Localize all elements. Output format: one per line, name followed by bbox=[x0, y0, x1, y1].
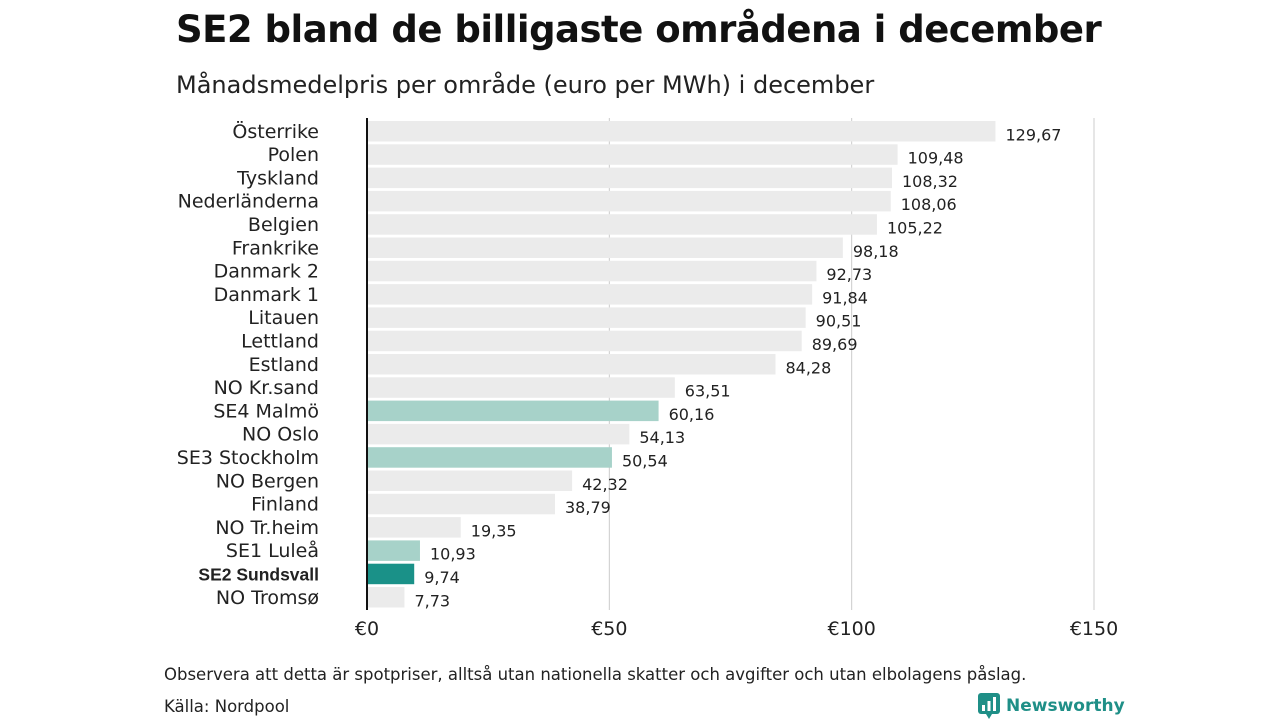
category-label: NO Tromsø bbox=[216, 587, 319, 609]
newsworthy-logo-icon bbox=[978, 693, 1000, 719]
value-label: 105,22 bbox=[887, 218, 943, 237]
category-label: Nederländerna bbox=[178, 191, 319, 213]
category-label: Litauen bbox=[248, 307, 319, 329]
bar bbox=[367, 377, 675, 398]
category-label: Estland bbox=[249, 354, 319, 376]
bar bbox=[367, 190, 891, 212]
value-label: 98,18 bbox=[853, 242, 899, 261]
category-label: Belgien bbox=[248, 214, 319, 236]
bar bbox=[367, 354, 776, 375]
category-label: SE1 Luleå bbox=[226, 539, 319, 562]
bar bbox=[367, 307, 806, 328]
newsworthy-logo-text: Newsworthy bbox=[1006, 696, 1125, 716]
x-tick-label: €50 bbox=[591, 618, 627, 640]
bar bbox=[367, 447, 612, 468]
bar bbox=[367, 284, 813, 305]
value-label: 129,67 bbox=[1005, 125, 1061, 144]
value-label: 38,79 bbox=[565, 498, 611, 517]
bar bbox=[367, 563, 415, 585]
newsworthy-logo: Newsworthy bbox=[978, 693, 1125, 719]
category-label: NO Oslo bbox=[242, 424, 319, 446]
value-label: 42,32 bbox=[582, 475, 628, 494]
category-label: Frankrike bbox=[232, 237, 319, 259]
value-label: 54,13 bbox=[639, 428, 685, 447]
x-tick-label: €150 bbox=[1070, 618, 1118, 640]
category-label: NO Bergen bbox=[216, 470, 319, 492]
category-label: Polen bbox=[268, 144, 319, 166]
bar bbox=[367, 517, 461, 538]
category-label: SE2 Sundsvall bbox=[198, 564, 319, 584]
bar bbox=[367, 214, 877, 235]
value-label: 19,35 bbox=[471, 521, 517, 540]
category-label: NO Kr.sand bbox=[214, 377, 319, 399]
bar bbox=[367, 237, 843, 258]
x-tick-label: €0 bbox=[355, 618, 379, 640]
source-note: Källa: Nordpool bbox=[164, 697, 290, 716]
value-label: 90,51 bbox=[816, 312, 862, 331]
bar bbox=[367, 423, 630, 445]
bar bbox=[367, 144, 898, 165]
value-label: 108,32 bbox=[902, 172, 958, 191]
value-label: 50,54 bbox=[622, 451, 668, 470]
category-label: Danmark 2 bbox=[214, 261, 319, 283]
value-label: 9,74 bbox=[424, 568, 460, 587]
chart-subtitle: Månadsmedelpris per område (euro per MWh… bbox=[176, 71, 875, 99]
value-label: 91,84 bbox=[822, 288, 868, 307]
bar bbox=[367, 540, 420, 561]
value-label: 10,93 bbox=[430, 545, 476, 564]
bar bbox=[367, 400, 659, 422]
value-label: 7,73 bbox=[414, 591, 450, 610]
value-label: 89,69 bbox=[812, 335, 858, 354]
category-label: Danmark 1 bbox=[214, 284, 319, 306]
footnote: Observera att detta är spotpriser, allts… bbox=[164, 665, 1027, 684]
chart-title: SE2 bland de billigaste områdena i decem… bbox=[176, 8, 1102, 51]
bar bbox=[367, 121, 996, 142]
bar bbox=[367, 260, 817, 282]
value-label: 108,06 bbox=[901, 195, 957, 214]
value-label: 84,28 bbox=[785, 358, 831, 377]
value-label: 60,16 bbox=[669, 405, 715, 424]
value-label: 109,48 bbox=[908, 149, 964, 168]
category-label: Österrike bbox=[232, 120, 319, 143]
bar-chart: Österrike 129,67 Polen 109,48 Tyskland 108,32… bbox=[177, 118, 1118, 640]
category-label: Lettland bbox=[241, 330, 319, 352]
bar bbox=[367, 470, 573, 491]
bar bbox=[367, 167, 892, 189]
value-label: 92,73 bbox=[826, 265, 872, 284]
bar bbox=[367, 587, 405, 608]
bar bbox=[367, 493, 556, 515]
category-label: Tyskland bbox=[236, 167, 319, 189]
x-tick-label: €100 bbox=[827, 618, 875, 640]
category-label: NO Tr.heim bbox=[215, 517, 319, 539]
bar bbox=[367, 330, 802, 352]
category-label: SE3 Stockholm bbox=[177, 447, 319, 469]
category-label: Finland bbox=[251, 494, 319, 516]
value-label: 63,51 bbox=[685, 382, 731, 401]
category-label: SE4 Malmö bbox=[213, 400, 319, 422]
